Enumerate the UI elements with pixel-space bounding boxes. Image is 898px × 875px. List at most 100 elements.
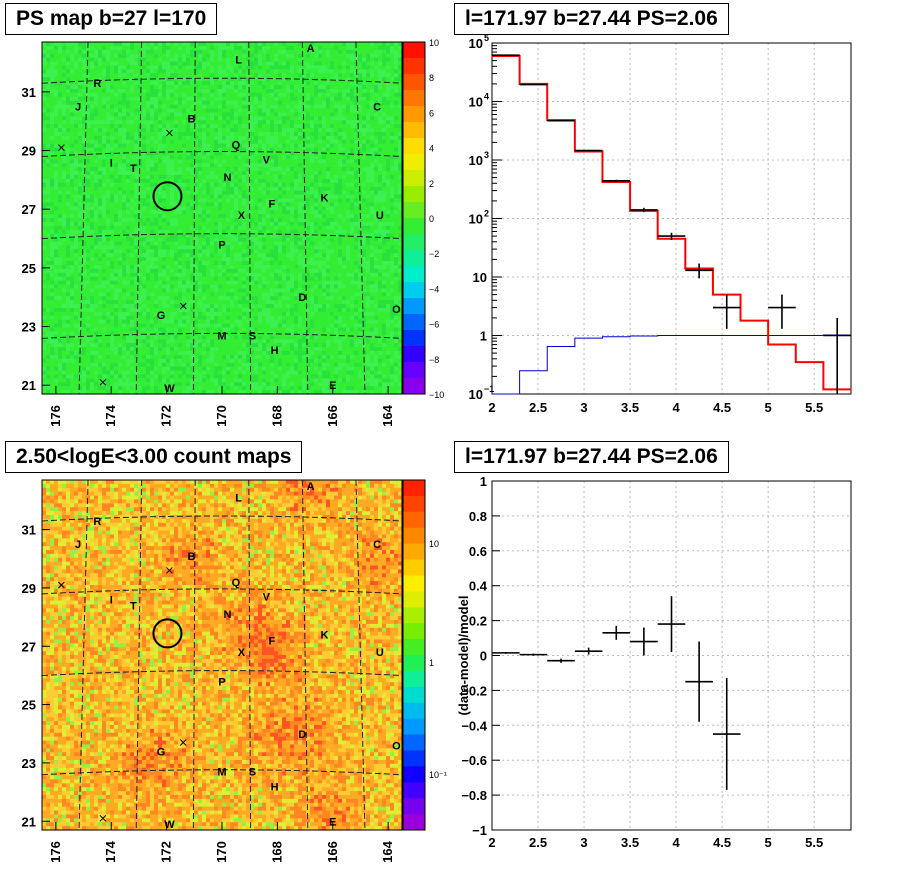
ps-map-pixel bbox=[134, 128, 139, 133]
ps-map-pixel bbox=[78, 186, 83, 192]
ps-map-pixel bbox=[46, 245, 51, 250]
ps-map-pixel bbox=[234, 272, 239, 278]
ps-map-pixel bbox=[170, 343, 175, 348]
ps-map-pixel bbox=[82, 147, 87, 153]
ps-map-pixel bbox=[146, 284, 151, 289]
ps-map-pixel bbox=[198, 61, 203, 67]
ps-map-pixel bbox=[54, 366, 59, 372]
ps-map-pixel bbox=[114, 292, 119, 297]
ps-map-pixel bbox=[70, 171, 75, 176]
ps-map-pixel bbox=[150, 354, 155, 360]
ps-map-pixel bbox=[138, 319, 143, 325]
ps-map-pixel bbox=[242, 49, 247, 55]
ps-map-pixel bbox=[46, 386, 51, 391]
ps-map-pixel bbox=[186, 190, 191, 196]
ps-map-pixel bbox=[182, 49, 187, 55]
ps-map-pixel bbox=[150, 190, 155, 196]
ps-map-pixel bbox=[126, 124, 131, 129]
ps-map-pixel bbox=[54, 108, 59, 113]
ps-map-pixel bbox=[210, 112, 215, 117]
ps-map-pixel bbox=[122, 280, 127, 286]
ps-map-pixel bbox=[78, 85, 83, 90]
ps-map-pixel bbox=[182, 42, 187, 47]
ps-map-pixel bbox=[66, 49, 71, 55]
ps-map-pixel bbox=[138, 81, 143, 86]
ps-map-pixel bbox=[150, 296, 155, 301]
ps-map-pixel bbox=[114, 347, 119, 352]
ps-map-pixel bbox=[74, 343, 79, 348]
ps-map-pixel bbox=[146, 45, 151, 51]
ps-map-pixel bbox=[50, 135, 55, 141]
ps-map-pixel bbox=[98, 45, 103, 51]
ps-map-pixel bbox=[182, 233, 187, 239]
ps-map-pixel bbox=[222, 128, 227, 133]
ps-map-pixel bbox=[66, 159, 71, 164]
ps-map-pixel bbox=[70, 214, 75, 219]
ps-map-pixel bbox=[170, 45, 175, 51]
ps-map-pixel bbox=[226, 307, 231, 313]
ps-map-pixel bbox=[250, 335, 255, 340]
ps-map-pixel bbox=[106, 88, 111, 94]
ps-map-pixel bbox=[78, 65, 83, 70]
ps-map-pixel bbox=[210, 272, 215, 278]
ps-map-pixel bbox=[62, 323, 67, 329]
ps-map-pixel bbox=[206, 151, 211, 157]
ps-map-pixel bbox=[166, 151, 171, 157]
ps-map-pixel bbox=[46, 276, 51, 282]
ps-map-pixel bbox=[70, 182, 75, 188]
ps-map-pixel bbox=[122, 61, 127, 67]
ps-map-pixel bbox=[110, 241, 115, 246]
ps-map-pixel bbox=[170, 108, 175, 113]
ps-map-pixel bbox=[46, 116, 51, 121]
ps-map-pixel bbox=[82, 116, 87, 121]
ps-map-pixel bbox=[170, 354, 175, 360]
ps-map-pixel bbox=[238, 104, 243, 110]
ps-map-pixel bbox=[194, 237, 199, 243]
ps-map-pixel bbox=[214, 323, 219, 329]
ps-map-pixel bbox=[134, 233, 139, 239]
ps-map-pixel bbox=[66, 210, 71, 215]
ps-map-pixel bbox=[182, 296, 187, 301]
ps-map-pixel bbox=[194, 218, 199, 223]
ps-map-pixel bbox=[186, 53, 191, 59]
ps-map-pixel bbox=[214, 151, 219, 157]
ps-map-pixel bbox=[154, 362, 159, 368]
ps-map-pixel bbox=[254, 49, 259, 55]
ps-map-pixel bbox=[106, 49, 111, 55]
ps-map-pixel bbox=[202, 69, 207, 74]
ps-map-pixel bbox=[182, 319, 187, 325]
ps-map-pixel bbox=[162, 210, 167, 215]
ps-map-pixel bbox=[226, 92, 231, 98]
ps-map-pixel bbox=[118, 319, 123, 325]
ps-map-pixel bbox=[182, 354, 187, 360]
ps-map-pixel bbox=[166, 100, 171, 106]
ps-map-pixel bbox=[130, 390, 135, 395]
ps-map-pixel bbox=[206, 104, 211, 110]
ps-map-pixel bbox=[98, 96, 103, 102]
ps-map-pixel bbox=[230, 49, 235, 55]
ps-map-pixel bbox=[238, 147, 243, 153]
ps-map-pixel bbox=[142, 120, 147, 125]
ps-map-pixel bbox=[142, 253, 147, 258]
ps-map-pixel bbox=[214, 386, 219, 391]
ps-map-pixel bbox=[50, 210, 55, 215]
ps-map-pixel bbox=[202, 159, 207, 164]
ps-map-pixel bbox=[54, 104, 59, 110]
ps-map-pixel bbox=[174, 139, 179, 145]
ps-map-pixel bbox=[258, 57, 263, 63]
ps-map-pixel bbox=[238, 194, 243, 200]
ps-map-pixel bbox=[142, 327, 147, 333]
ps-map-pixel bbox=[118, 92, 123, 98]
ps-map-pixel bbox=[198, 296, 203, 301]
ps-map-pixel bbox=[218, 206, 223, 211]
ps-map-pixel bbox=[118, 288, 123, 293]
ps-map-pixel bbox=[50, 354, 55, 360]
ps-map-pixel bbox=[138, 57, 143, 63]
ps-map-pixel bbox=[254, 159, 259, 164]
ps-map-pixel bbox=[150, 100, 155, 106]
ps-map-pixel bbox=[46, 61, 51, 67]
ps-map-pixel bbox=[178, 202, 183, 207]
ps-map-pixel bbox=[186, 202, 191, 207]
ps-map-pixel bbox=[254, 186, 259, 192]
ps-map-pixel bbox=[190, 378, 195, 383]
